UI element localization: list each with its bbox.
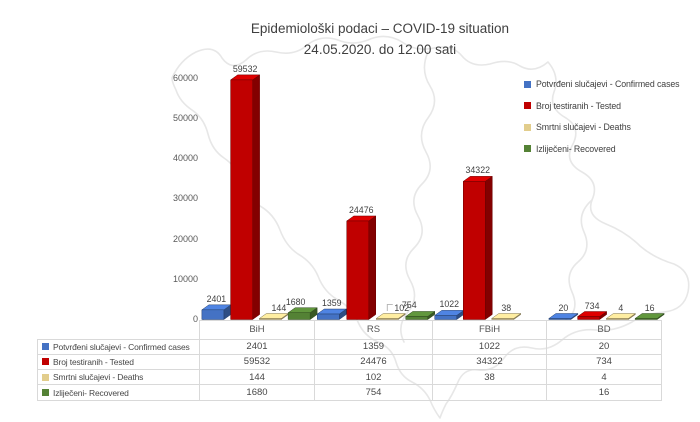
legend-item: Broj testiranih - Tested	[524, 101, 679, 111]
table-legend-key-icon	[42, 343, 49, 351]
data-label-leader-line	[386, 304, 393, 311]
bar-value-label: 102	[394, 302, 410, 313]
bar-FBiH-series0	[433, 309, 465, 320]
legend-label: Broj testiranih - Tested	[536, 100, 621, 111]
table-value-cell: 1359	[315, 339, 433, 355]
legend-item: Potvrđeni slučajevi - Confirmed cases	[524, 79, 680, 89]
bar-BD-series0	[548, 313, 579, 320]
y-axis-tick-label: 40000	[172, 153, 198, 163]
bar-RS-series2	[375, 313, 407, 320]
table-value-cell: 754	[315, 385, 433, 401]
legend: Potvrđeni slučajevi - Confirmed cases Bro…	[524, 79, 680, 165]
table-value-cell: 24476	[315, 354, 433, 371]
bar-BiH-series2	[258, 313, 290, 320]
table-column-header: BiH	[200, 320, 315, 340]
table-row-label: Smrtni slučajevi - Deaths	[37, 370, 200, 386]
bar-FBiH-series2	[490, 313, 522, 320]
table-value-cell: 59532	[200, 354, 315, 371]
table-row-label: Potvrđeni slučajevi - Confirmed cases	[37, 339, 200, 355]
y-axis-tick-label: 50000	[172, 112, 198, 123]
y-axis-tick-label: 20000	[172, 233, 198, 244]
table-value-cell	[433, 385, 547, 401]
table-value-cell: 102	[315, 370, 433, 386]
bar-value-label: 1022	[439, 299, 460, 310]
bar-value-label: 38	[501, 302, 512, 313]
bar-BiH-series0	[201, 304, 232, 320]
legend-key-icon	[524, 102, 531, 109]
y-axis: 0 10000 20000 30000 40000 50000 60000	[140, 0, 198, 422]
legend-key-icon	[524, 123, 531, 131]
bar-BD-series3	[634, 313, 665, 320]
y-axis-tick-label: 10000	[172, 273, 198, 284]
bar-RS-series1	[345, 215, 377, 320]
table-value-cell: 734	[547, 354, 662, 371]
table-value-cell: 1680	[200, 385, 315, 401]
table-column-header: RS	[315, 320, 433, 340]
y-axis-tick-label: 0	[192, 314, 198, 324]
table-value-cell: 4	[547, 370, 662, 386]
bar-BiH-series3	[287, 307, 318, 320]
table-row-label-text: Potvrđeni slučajevi - Confirmed cases	[53, 341, 190, 352]
bar-BD-series2	[605, 313, 637, 320]
bar-RS-series3	[404, 310, 436, 320]
chart-title-line1: Epidemiološki podaci – COVID-19 situatio…	[250, 21, 510, 36]
legend-label: Smrtni slučajevi - Deaths	[536, 122, 631, 132]
table-column-header: BD	[547, 320, 662, 340]
bar-value-label: 34322	[465, 165, 490, 176]
y-axis-tick-label: 60000	[172, 72, 198, 83]
legend-label: Potvrđeni slučajevi - Confirmed cases	[536, 79, 680, 89]
chart-title-line2: 24.05.2020. do 12.00 sati	[303, 42, 457, 57]
table-legend-key-icon	[42, 358, 49, 366]
chart-title: Epidemiološki podaci – COVID-19 situatio…	[130, 18, 630, 60]
table-row-label: Izliječeni- Recovered	[37, 385, 200, 401]
map-internal-border-1	[400, 51, 436, 343]
table-row-label: Broj testiranih - Tested	[37, 354, 200, 371]
bar-BiH-series1	[229, 74, 261, 320]
legend-item: Izliječeni- Recovered	[524, 144, 679, 154]
bar-value-label: 1680	[285, 296, 306, 307]
table-row-label-text: Smrtni slučajevi - Deaths	[53, 372, 144, 383]
legend-key-icon	[524, 80, 531, 88]
data-table: BiH RS FBiH BD Potvrđeni slučajevi - Confirm…	[37, 320, 662, 401]
table-value-cell: 144	[200, 370, 315, 386]
table-value-cell: 20	[547, 339, 662, 355]
bar-value-label: 24476	[349, 204, 374, 215]
bar-FBiH-series1	[462, 175, 494, 320]
table-row-label-text: Izliječeni- Recovered	[53, 387, 129, 398]
table-value-cell: 1022	[433, 339, 547, 355]
bar-value-label: 144	[271, 302, 287, 313]
table-corner-cell	[37, 320, 200, 340]
table-legend-key-icon	[42, 389, 49, 397]
table-value-cell: 34322	[433, 354, 547, 371]
legend-key-icon	[524, 145, 531, 152]
y-axis-tick-label: 30000	[172, 193, 198, 204]
legend-label: Izliječeni- Recovered	[536, 143, 616, 154]
table-value-cell: 2401	[200, 339, 315, 355]
bar-value-label: 754	[401, 300, 417, 311]
bar-value-label: 20	[558, 302, 569, 313]
bar-value-label: 734	[584, 300, 600, 311]
bar-BD-series1	[576, 311, 608, 320]
bar-value-label: 2401	[206, 293, 227, 304]
legend-item: Smrtni slučajevi - Deaths	[524, 122, 679, 132]
bar-value-label: 1359	[321, 298, 342, 309]
bar-value-label: 59532	[232, 63, 258, 74]
table-row-label-text: Broj testiranih - Tested	[53, 356, 134, 367]
bar-value-label: 16	[644, 302, 655, 313]
table-column-header: FBiH	[433, 320, 547, 340]
table-legend-key-icon	[42, 373, 49, 381]
bar-value-label: 4	[618, 302, 624, 313]
table-value-cell: 38	[433, 370, 547, 386]
table-value-cell: 16	[547, 385, 662, 401]
bar-RS-series0	[316, 308, 348, 320]
